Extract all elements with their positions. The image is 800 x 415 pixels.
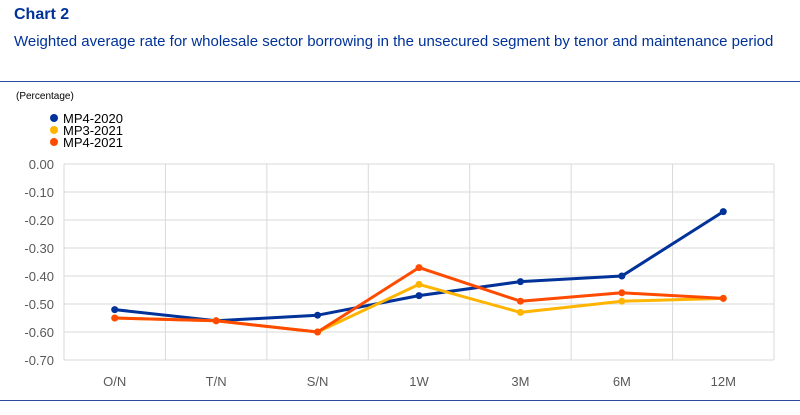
x-tick-label: 12M — [711, 374, 736, 389]
x-tick-label: O/N — [103, 374, 126, 389]
chart-title: Weighted average rate for wholesale sect… — [14, 33, 774, 50]
title-divider — [0, 81, 800, 82]
data-point — [516, 297, 524, 305]
x-tick-label: 6M — [613, 374, 631, 389]
data-point — [415, 292, 423, 300]
y-tick-label: -0.10 — [24, 185, 54, 200]
legend-label: MP4-2020 — [63, 111, 123, 126]
x-tick-label: 3M — [511, 374, 529, 389]
y-tick-label: -0.40 — [24, 269, 54, 284]
data-point — [212, 317, 220, 325]
footer-divider — [0, 400, 800, 401]
data-point — [314, 311, 322, 319]
y-tick-label: -0.70 — [24, 353, 54, 368]
data-point — [618, 289, 626, 297]
y-units-note: (Percentage) — [16, 91, 74, 102]
chart-label: Chart 2 — [14, 6, 70, 23]
axis-layer: 0.00 -0.10 -0.20 -0.30 -0.40 -0.50 -0.60 -0.70 O… — [24, 157, 736, 389]
x-tick-label: 1W — [409, 374, 429, 389]
data-point — [516, 278, 524, 286]
data-point — [314, 328, 322, 336]
x-tick-label: S/N — [307, 374, 329, 389]
legend-marker — [50, 114, 58, 122]
legend-marker — [50, 138, 58, 146]
data-point — [111, 314, 119, 322]
data-point — [415, 280, 423, 288]
series-line — [113, 282, 725, 334]
data-point — [618, 272, 626, 280]
data-point — [111, 306, 119, 314]
legend-label: MP3-2021 — [63, 123, 123, 138]
y-tick-label: 0.00 — [29, 157, 54, 172]
y-tick-label: -0.30 — [24, 241, 54, 256]
y-tick-label: -0.60 — [24, 325, 54, 340]
y-tick-label: -0.20 — [24, 213, 54, 228]
x-tick-label: T/N — [206, 374, 227, 389]
legend-marker — [50, 126, 58, 134]
data-point — [516, 308, 524, 316]
grid-layer — [63, 163, 775, 361]
legend-label: MP4-2021 — [63, 135, 123, 150]
series-layer — [111, 208, 727, 336]
y-tick-label: -0.50 — [24, 297, 54, 312]
data-point — [618, 297, 626, 305]
data-point — [719, 294, 727, 302]
data-point — [719, 208, 727, 216]
data-point — [415, 264, 423, 272]
